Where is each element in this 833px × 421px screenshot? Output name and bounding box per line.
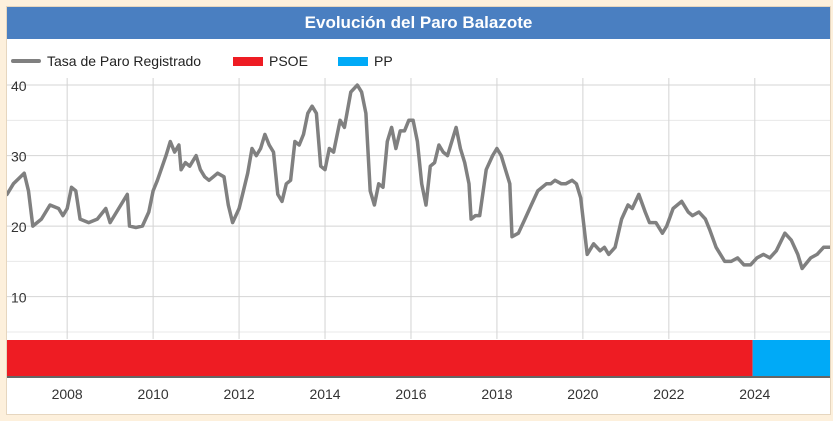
legend-label-pp: PP: [374, 53, 393, 69]
x-tick-label: 2022: [653, 386, 684, 402]
x-tick-label: 2014: [309, 386, 340, 402]
x-tick-label: 2016: [395, 386, 426, 402]
y-tick-label: 10: [11, 290, 27, 306]
x-tick-label: 2018: [481, 386, 512, 402]
y-tick-label: 40: [11, 78, 27, 94]
legend-label-tasa: Tasa de Paro Registrado: [47, 53, 202, 69]
y-tick-label: 30: [11, 149, 27, 165]
legend-item-pp[interactable]: PP: [338, 51, 393, 71]
legend-swatch-psoe: [233, 56, 263, 66]
x-tick-label: 2012: [223, 386, 254, 402]
legend-item-tasa[interactable]: Tasa de Paro Registrado: [11, 51, 201, 71]
legend-label-psoe: PSOE: [269, 53, 308, 69]
x-tick-label: 2010: [138, 386, 169, 402]
legend-line-swatch: [11, 59, 41, 63]
legend-item-psoe[interactable]: PSOE: [233, 51, 308, 71]
y-tick-label: 20: [11, 219, 27, 235]
chart-title: Evolución del Paro Balazote: [7, 7, 830, 39]
plot-area: 10 20 30 40 2008 2010 2012 2014 2016 2018 2020 2022…: [7, 78, 830, 402]
x-tick-label: 2024: [739, 386, 770, 402]
legend-swatch-pp: [338, 56, 368, 66]
x-tick-label: 2020: [567, 386, 598, 402]
band-pp: [752, 340, 830, 376]
band-psoe: [7, 340, 753, 376]
x-tick-label: 2008: [52, 386, 83, 402]
legend: Tasa de Paro Registrado PSOE PP: [7, 51, 830, 71]
series-line-tasa-paro: [7, 83, 830, 271]
chart-frame: Evolución del Paro Balazote Tasa de Paro…: [6, 6, 831, 415]
